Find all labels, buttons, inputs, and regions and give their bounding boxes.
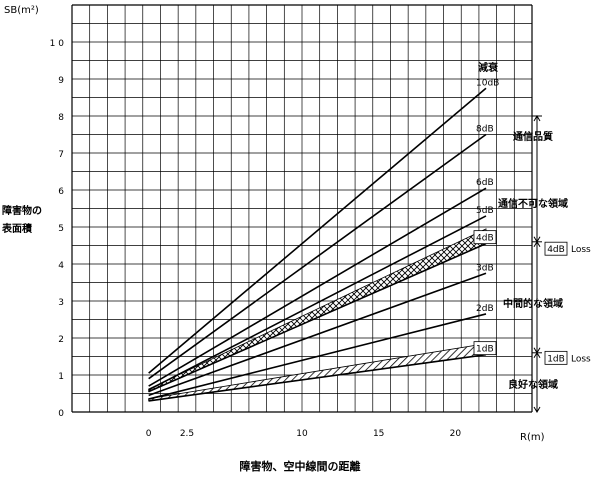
series-label-2dB: 2dB (476, 304, 494, 314)
region-label: 通信不可な領域 (498, 197, 568, 210)
series-line-4dB (148, 242, 487, 393)
x-axis-ticks: 0 2.5 10 15 20 (146, 429, 462, 439)
x-tick-label: 0 (146, 429, 152, 439)
y-tick-label: 3 (58, 298, 64, 308)
y-tick-label: 8 (58, 113, 64, 123)
x-axis-label: R(m) (520, 432, 545, 443)
legend-header: 減衰 (478, 61, 499, 74)
y-tick-label: 2 (58, 335, 64, 345)
series-label-box (473, 230, 497, 245)
series-label-6dB: 6dB (476, 178, 494, 188)
series-label-3dB: 3dB (476, 263, 494, 273)
y-axis-ticks: 0 1 2 3 4 5 6 7 8 9 1 0 (50, 39, 65, 419)
y-tick-label: 4 (58, 261, 64, 271)
x-tick-label: 10 (296, 429, 308, 439)
series-layer (148, 87, 487, 402)
bands-layer (148, 228, 487, 402)
x-tick-label: 20 (450, 429, 462, 439)
series-label-4dB: 4dB (476, 234, 494, 244)
series-label-5dB: 5dB (476, 206, 494, 216)
series-line-2dB (148, 313, 487, 400)
y-tick-label: 5 (58, 224, 64, 234)
y-tick-label: 1 0 (50, 39, 65, 49)
band-crosshatch (148, 228, 487, 393)
series-line-1dB (148, 353, 487, 402)
region-label: 中間的な領域 (503, 297, 563, 310)
y-axis-label-line1: 障害物の (2, 204, 42, 217)
side-label-box (544, 241, 568, 256)
series-line-8dB (148, 133, 487, 380)
region-arrow (533, 406, 541, 413)
y-axis-unit: SB(m²) (4, 5, 39, 16)
series-labels: 10dB 8dB 6dB 5dB 4dB 3dB 2dB 1dB (473, 78, 499, 356)
y-axis-label-line2: 表面積 (1, 222, 33, 235)
side-label-box (544, 350, 568, 365)
series-label-10dB: 10dB (476, 78, 499, 88)
x-tick-label: 2.5 (180, 429, 194, 439)
y-tick-label: 6 (58, 187, 64, 197)
region-label: 良好な領域 (508, 378, 558, 391)
side-label-loss: Loss (571, 354, 591, 364)
y-tick-label: 9 (58, 76, 64, 86)
series-label-1dB: 1dB (476, 345, 494, 355)
series-label-box (473, 341, 497, 356)
side-label-db: 1dB (547, 354, 565, 364)
x-tick-label: 15 (373, 429, 384, 439)
y-tick-label: 1 (58, 372, 64, 382)
chart-title: 障害物、空中線間の距離 (240, 459, 361, 473)
y-tick-label: 0 (58, 409, 64, 419)
series-line-6dB (148, 187, 487, 387)
series-line-10dB (148, 87, 487, 374)
series-label-8dB: 8dB (476, 125, 494, 135)
series-line-5dB (148, 215, 487, 391)
side-label-loss: Loss (571, 245, 591, 255)
band-diagonal (148, 343, 487, 402)
series-line-3dB (148, 272, 487, 397)
region-label: 通信品質 (513, 130, 553, 143)
side-label-db: 4dB (547, 245, 565, 255)
y-tick-label: 7 (58, 150, 64, 160)
